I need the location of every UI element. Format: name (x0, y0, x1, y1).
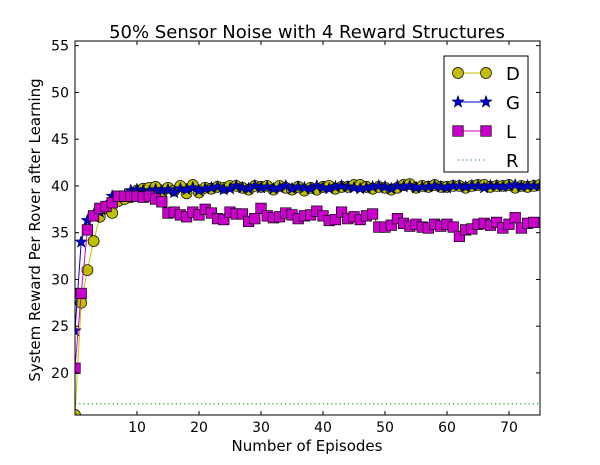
data-point-d (87, 235, 100, 247)
data-point-l (336, 206, 348, 218)
data-point-l (367, 208, 379, 220)
legend-marker-d (452, 67, 464, 79)
legend-label-g: G (506, 93, 520, 114)
data-point-l (528, 216, 540, 228)
data-point-l (193, 209, 205, 221)
data-point-l (329, 213, 341, 226)
x-tick-label: 30 (252, 420, 270, 436)
legend-marker-l (452, 125, 464, 137)
data-point-l (205, 207, 217, 219)
x-tick-label: 70 (500, 420, 518, 436)
data-point-l (156, 196, 168, 208)
x-tick-label: 40 (314, 420, 332, 436)
y-tick-label: 45 (51, 132, 69, 148)
legend-marker-g (479, 94, 493, 108)
legend-label-d: D (506, 64, 520, 85)
legend-marker-l (480, 125, 492, 137)
data-point-l (218, 213, 230, 226)
data-point-g (433, 179, 448, 193)
legend-marker-d (480, 67, 492, 79)
axes-frame (74, 40, 541, 416)
data-point-g (347, 180, 361, 194)
data-point-l (509, 212, 521, 224)
data-point-l (81, 224, 94, 236)
data-point-g (247, 178, 262, 192)
data-point-g (452, 178, 467, 192)
data-point-g (378, 179, 392, 193)
data-point-g (235, 180, 250, 194)
y-tick-label: 55 (51, 39, 69, 55)
legend-label-l: L (506, 122, 516, 143)
data-point-g (75, 234, 89, 248)
x-tick-label: 50 (376, 420, 394, 436)
series-group (75, 177, 540, 415)
data-point-g (309, 178, 324, 192)
data-point-g (260, 179, 275, 193)
data-point-d (75, 409, 81, 415)
data-point-l (75, 287, 87, 300)
data-point-g (533, 178, 540, 192)
x-tick-label: 20 (190, 420, 208, 436)
data-point-g (334, 178, 349, 192)
data-point-g (390, 178, 405, 192)
data-point-g (489, 178, 504, 192)
data-point-g (340, 179, 355, 193)
x-axis-label: Number of Episodes (232, 437, 383, 455)
data-point-g (291, 179, 306, 193)
x-tick-label: 60 (438, 420, 456, 436)
data-point-g (278, 178, 293, 192)
data-point-l (447, 221, 459, 233)
data-point-g (471, 178, 485, 192)
data-point-l (87, 210, 100, 222)
data-point-g (297, 180, 312, 194)
y-tick-label: 35 (51, 226, 69, 242)
data-point-l (491, 216, 503, 228)
x-tick-label: 10 (128, 420, 146, 436)
legend-marker-g (451, 94, 465, 108)
data-point-l (75, 362, 81, 374)
data-point-g (402, 178, 417, 192)
data-point-g (161, 182, 175, 196)
y-tick-label: 40 (51, 179, 69, 195)
chart-title: 50% Sensor Noise with 4 Reward Structure… (109, 22, 505, 43)
data-point-d (81, 264, 94, 276)
series-l (75, 190, 540, 374)
y-tick-label: 50 (51, 85, 69, 101)
data-point-l (255, 202, 267, 214)
data-point-g (371, 178, 386, 192)
data-point-l (236, 208, 248, 220)
data-point-g (508, 177, 523, 191)
y-tick-label: 20 (51, 366, 69, 382)
data-point-g (427, 178, 442, 192)
data-point-g (316, 180, 330, 194)
data-point-l (106, 197, 118, 209)
data-point-l (503, 218, 515, 230)
series-g (75, 177, 540, 337)
data-point-l (249, 213, 261, 225)
data-point-l (385, 219, 397, 231)
y-tick-label: 25 (51, 319, 69, 335)
data-point-g (229, 178, 244, 192)
data-point-g (185, 180, 200, 194)
y-tick-label: 30 (51, 272, 69, 288)
legend-label-r: R (506, 151, 519, 172)
data-point-g (148, 182, 163, 196)
data-point-l (453, 230, 465, 243)
data-point-g (173, 181, 188, 195)
y-axis-label: System Reward Per Rover after Learning (26, 78, 44, 381)
data-point-g (210, 179, 225, 193)
